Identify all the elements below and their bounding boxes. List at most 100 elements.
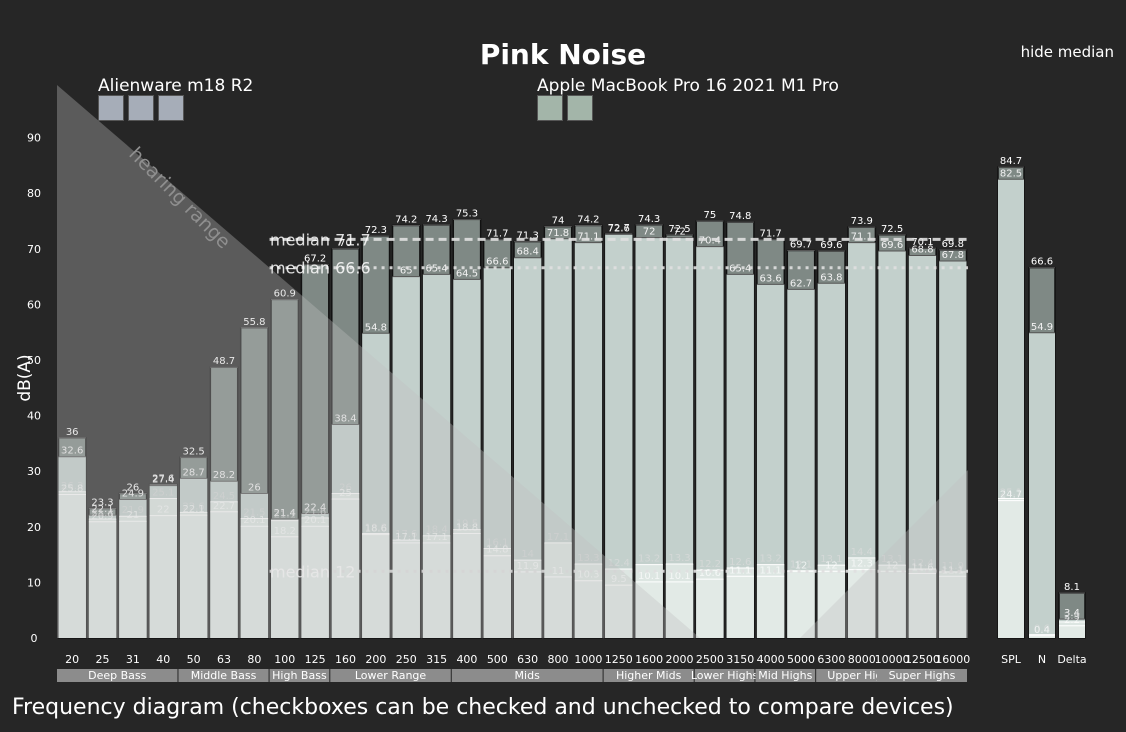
band-bar — [178, 669, 269, 682]
band-bar — [694, 669, 755, 682]
summary-tick-label: N — [1038, 653, 1046, 666]
hide-median-toggle[interactable]: hide median — [1020, 43, 1114, 61]
x-tick-label: 16000 — [935, 653, 970, 666]
bar-value-label: 27.6 — [152, 474, 174, 485]
y-tick-label: 60 — [27, 298, 41, 311]
checkbox-alienware-3[interactable] — [158, 95, 184, 121]
y-tick-label: 30 — [27, 465, 41, 478]
x-tick-label: 1250 — [605, 653, 633, 666]
bar-value-label: 75.3 — [456, 208, 478, 219]
bar-value-label: 72 — [673, 227, 686, 238]
x-tick-label: 1600 — [635, 653, 663, 666]
summary-value-label: 8.1 — [1064, 582, 1080, 593]
bar — [514, 571, 542, 638]
bar-value-label: 17.1 — [425, 532, 447, 543]
bar-value-label: 11.1 — [729, 565, 751, 576]
bar-value-label: 68.8 — [911, 244, 933, 255]
bar-value-label: 21.4 — [91, 508, 113, 519]
x-tick-label: 630 — [517, 653, 538, 666]
band-label: High Bass — [272, 669, 327, 682]
bar-value-label: 74.8 — [729, 211, 751, 222]
bar-value-label: 74.2 — [577, 214, 599, 225]
bar — [696, 579, 724, 638]
summary-value-label: 0.6 — [1034, 624, 1050, 635]
x-tick-label: 63 — [217, 653, 231, 666]
bar-value-label: 72.5 — [668, 224, 690, 235]
bar-value-label: 21 — [127, 510, 140, 521]
bar-value-label: 12 — [886, 560, 899, 571]
checkbox-macbook-1[interactable] — [537, 95, 563, 121]
bar-value-label: 11.9 — [942, 561, 964, 572]
bar-value-label: 14.4 — [851, 547, 873, 558]
bar-value-label: 72.6 — [608, 223, 630, 234]
bar-value-label: 26 — [248, 482, 261, 493]
bar — [544, 576, 572, 638]
bar — [453, 533, 481, 638]
bar-value-label: 74.3 — [425, 214, 447, 225]
bar — [210, 511, 238, 638]
bar-value-label: 26 — [127, 482, 140, 493]
device-label-alienware: Alienware m18 R2 — [98, 76, 254, 96]
x-tick-label: 315 — [426, 653, 447, 666]
checkbox-alienware-1[interactable] — [98, 95, 124, 121]
bar-value-label: 65.4 — [729, 263, 751, 274]
bar-value-label: 11.1 — [942, 565, 964, 576]
x-tick-label: 400 — [456, 653, 477, 666]
x-tick-label: 1000 — [574, 653, 602, 666]
bar — [665, 581, 694, 638]
checkbox-macbook-2[interactable] — [567, 95, 593, 121]
bar-value-label: 12 — [825, 560, 838, 571]
bar-value-label: 17.1 — [547, 532, 569, 543]
bar-value-label: 69.6 — [881, 240, 903, 251]
bar — [483, 555, 511, 638]
bar-value-label: 26.3 — [61, 481, 83, 492]
bar-value-label: 22.6 — [183, 501, 205, 512]
bar-value-label: 71.7 — [486, 228, 508, 239]
band-bar — [876, 669, 967, 682]
x-tick-label: 160 — [335, 653, 356, 666]
bar — [58, 494, 86, 638]
bar — [119, 521, 147, 638]
bar-value-label: 13.3 — [577, 553, 599, 564]
bar — [635, 581, 663, 638]
x-tick-label: 3150 — [726, 653, 754, 666]
checkbox-alienware-2[interactable] — [128, 95, 154, 121]
bar-value-label: 71.3 — [517, 231, 539, 242]
bar-value-label: 21.6 — [304, 507, 326, 518]
summary-bar — [1059, 625, 1085, 638]
chart-title: Pink Noise — [479, 38, 647, 71]
summary-value-label: 54.9 — [1031, 322, 1053, 333]
bar-value-label: 22.1 — [91, 504, 113, 515]
bar-value-label: 70.1 — [911, 237, 933, 248]
x-tick-label: 50 — [187, 653, 201, 666]
bar-value-label: 12 — [795, 560, 808, 571]
bar — [331, 499, 360, 638]
summary-value-label: 82.5 — [1000, 168, 1022, 179]
bar-value-label: 23.3 — [91, 497, 113, 508]
bar-value-label: 65.4 — [425, 263, 447, 274]
bar-value-label: 17.6 — [395, 529, 417, 540]
y-tick-label: 20 — [27, 521, 41, 534]
bar-value-label: 17.1 — [395, 532, 417, 543]
bar-value-label: 16.1 — [486, 537, 508, 548]
band-label: Lower Highs — [691, 669, 759, 682]
caption: Frequency diagram (checkboxes can be che… — [12, 695, 954, 720]
summary-bar — [1029, 332, 1055, 638]
median-label: median 71.7 — [270, 230, 371, 249]
x-tick-label: 125 — [305, 653, 326, 666]
bar-value-label: 67.2 — [304, 253, 326, 264]
bar-value-label: 72.7 — [608, 223, 630, 234]
bar-value-label: 36 — [66, 427, 79, 438]
x-tick-label: 100 — [274, 653, 295, 666]
hearing-range-right — [800, 470, 968, 638]
bar-value-label: 14.8 — [486, 545, 508, 556]
band-label: Higher Mids — [616, 669, 682, 682]
bar — [756, 576, 785, 638]
bar-value-label: 71.7 — [759, 228, 781, 239]
bar-value-label: 71.1 — [851, 232, 873, 243]
bar-value-label: 11.6 — [911, 563, 933, 574]
bar — [362, 534, 390, 638]
bar-value-label: 9.5 — [611, 574, 627, 585]
bar — [301, 526, 329, 638]
x-tick-label: 10000 — [875, 653, 910, 666]
